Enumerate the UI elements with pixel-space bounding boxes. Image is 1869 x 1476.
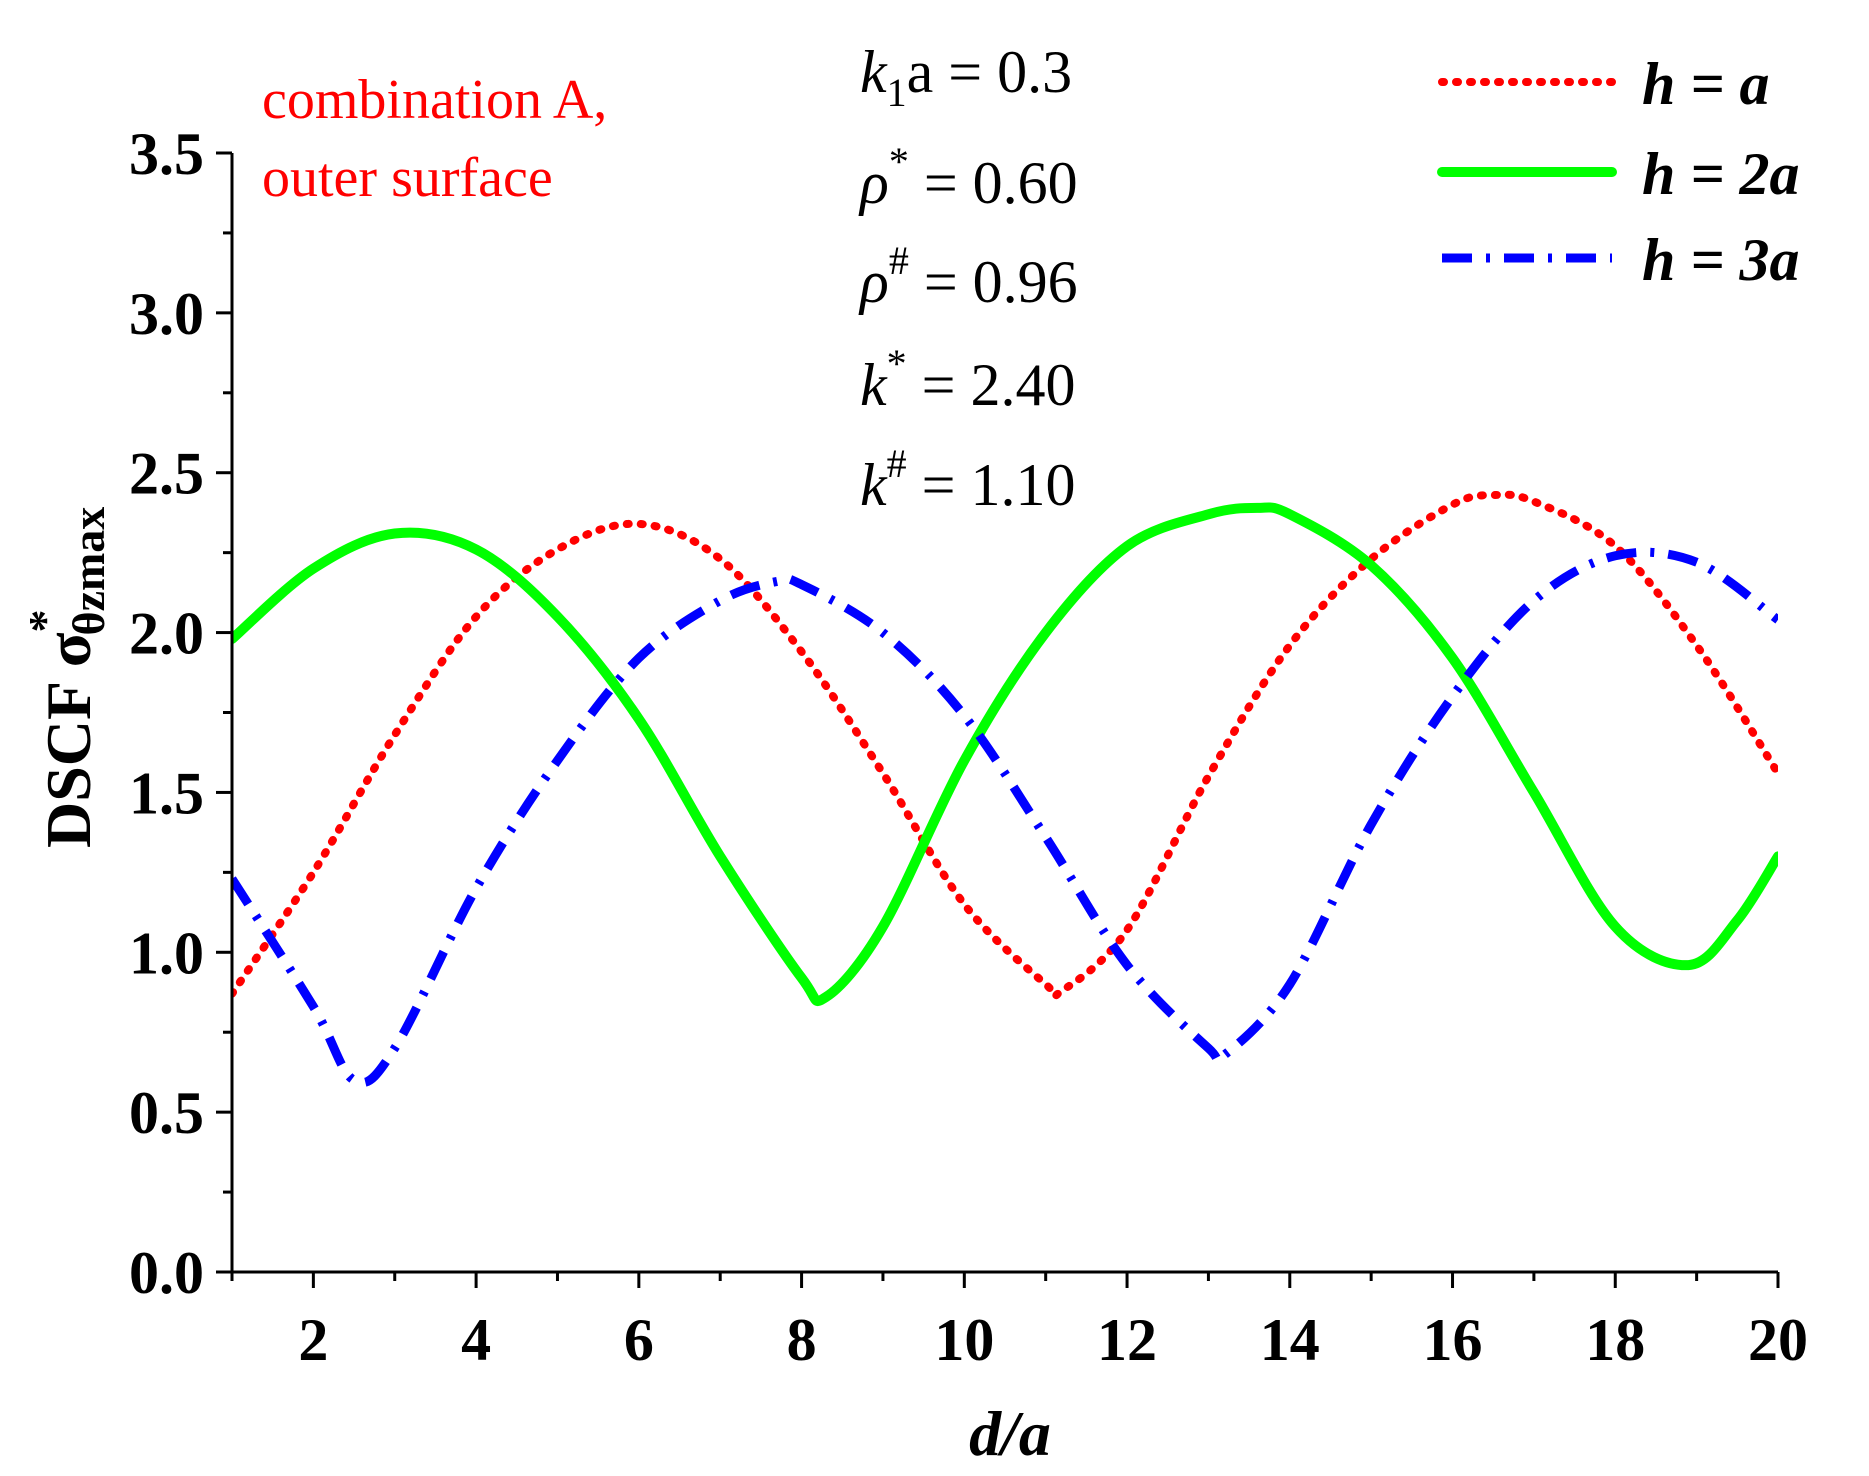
y-axis-label-sub: θzmax — [63, 507, 114, 636]
series-layer — [232, 490, 1778, 1088]
axes-layer — [230, 153, 1778, 1274]
param-k1a: k1a = 0.3 — [860, 39, 1072, 115]
x-tick-label: 16 — [1423, 1307, 1483, 1373]
param-rho-hash-sym: ρ — [858, 249, 889, 315]
legend-label-h-2a: h = 2a — [1642, 141, 1800, 207]
param-k-star-rest: = 2.40 — [907, 352, 1076, 418]
y-tick-label: 2.0 — [129, 601, 204, 667]
param-k-star: k* = 2.40 — [860, 341, 1075, 418]
x-tick-label: 2 — [298, 1307, 328, 1373]
legend-label-h-a: h = a — [1642, 51, 1770, 117]
annotation-red-line-2: outer surface — [262, 147, 553, 209]
y-axis-label: DSCF σ*θzmax — [19, 507, 114, 848]
y-tick-label: 2.5 — [129, 441, 204, 507]
x-tick-label: 8 — [787, 1307, 817, 1373]
x-tick-label: 12 — [1097, 1307, 1157, 1373]
param-k1a-sub: 1 — [887, 70, 907, 115]
ticks-layer: 2 4 6 8 10 12 14 16 18 20 0.0 0.5 1.0 1.5 2.0 2.5 3.0 3.5 — [129, 121, 1808, 1373]
param-k-star-sup: * — [887, 341, 907, 386]
x-tick-label: 10 — [934, 1307, 994, 1373]
annotation-red: combination A, outer surface — [262, 69, 607, 209]
param-rho-star-sup: * — [889, 139, 909, 184]
y-tick-label: 1.5 — [129, 760, 204, 826]
y-tick-label: 0.0 — [129, 1240, 204, 1306]
param-k-hash: k# = 1.10 — [860, 441, 1075, 518]
param-rho-hash: ρ# = 0.96 — [858, 238, 1078, 315]
x-tick-label: 14 — [1260, 1307, 1320, 1373]
y-tick-label: 1.0 — [129, 920, 204, 986]
annotation-red-line-1: combination A, — [262, 69, 607, 131]
parameter-block: k1a = 0.3 ρ* = 0.60 ρ# = 0.96 k* = 2.40 … — [858, 39, 1078, 518]
series-h-2a — [232, 502, 1778, 1006]
param-rho-hash-sup: # — [889, 238, 909, 283]
legend-label-h-3a: h = 3a — [1642, 227, 1800, 293]
x-tick-label: 18 — [1585, 1307, 1645, 1373]
legend: h = a h = 2a h = 3a — [1437, 51, 1800, 293]
y-tick-label: 3.5 — [129, 121, 204, 187]
param-k1a-sym: k — [860, 39, 888, 105]
param-k-hash-sup: # — [887, 441, 907, 486]
y-axis-label-sup: * — [19, 609, 70, 632]
x-axis-label: d/a — [969, 1398, 1051, 1469]
param-k-hash-sym: k — [860, 452, 888, 518]
param-rho-hash-rest: = 0.96 — [909, 249, 1078, 315]
param-rho-star-sym: ρ — [858, 150, 889, 216]
x-tick-label: 6 — [624, 1307, 654, 1373]
series-h-3a — [232, 547, 1778, 1088]
x-tick-label: 4 — [461, 1307, 491, 1373]
param-k1a-mid: a — [907, 39, 934, 105]
param-k1a-rest: = 0.3 — [933, 39, 1072, 105]
param-k-star-sym: k — [860, 352, 888, 418]
param-k-hash-rest: = 1.10 — [907, 452, 1076, 518]
y-tick-label: 3.0 — [129, 281, 204, 347]
series-h-a — [232, 490, 1778, 1001]
y-tick-label: 0.5 — [129, 1080, 204, 1146]
x-tick-label: 20 — [1748, 1307, 1808, 1373]
param-rho-star-rest: = 0.60 — [909, 150, 1078, 216]
y-axis-label-prefix: DSCF σ — [33, 632, 104, 848]
param-rho-star: ρ* = 0.60 — [858, 139, 1078, 216]
